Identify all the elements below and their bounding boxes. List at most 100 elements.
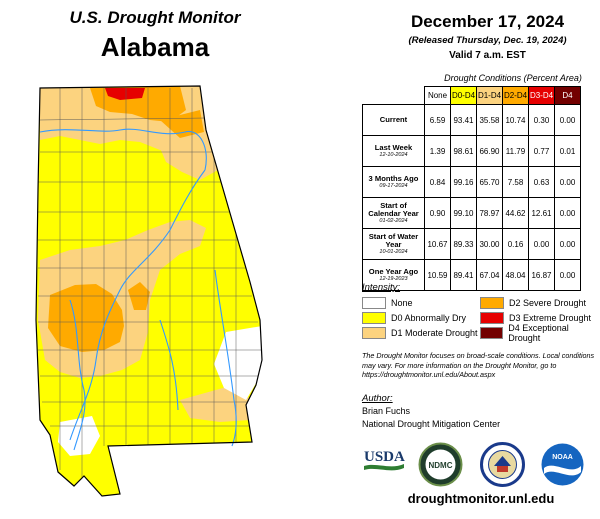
table-cell: 0.00 — [554, 228, 581, 260]
d2-north-strip — [160, 110, 204, 138]
drought-monitor-note: The Drought Monitor focuses on broad-sca… — [362, 351, 595, 379]
valid-time: Valid 7 a.m. EST — [449, 50, 526, 61]
rivers — [39, 128, 237, 451]
table-row: Last Week 12-10-2024 1.39 98.61 66.90 11.… — [362, 135, 581, 167]
legend-item-d1: D1 Moderate Drought — [362, 326, 478, 339]
table-cell: 99.10 — [450, 197, 477, 229]
legend-swatch — [480, 326, 504, 339]
row-sublabel: 10-01-2024 — [379, 248, 408, 255]
table-cell: 10.67 — [424, 228, 451, 260]
row-sublabel: 12-19-2023 — [379, 275, 408, 282]
row-label: Start of Water Year 10-01-2024 — [362, 228, 425, 260]
table-cell: 93.41 — [450, 104, 477, 136]
doc-seal — [480, 442, 525, 487]
county-boundaries — [38, 88, 262, 480]
ndmc-logo-text: NDMC — [429, 461, 453, 470]
table-cell: 99.16 — [450, 166, 477, 198]
table-row: Current 6.59 93.41 35.58 10.74 0.30 0.00 — [362, 104, 581, 136]
table-caption: Drought Conditions (Percent Area) — [444, 73, 582, 83]
author-heading: Author: — [362, 393, 393, 404]
col-header-d2-d4: D2-D4 — [502, 86, 529, 105]
legend-swatch — [362, 296, 386, 309]
table-cell: 66.90 — [476, 135, 503, 167]
table-cell: 10.74 — [502, 104, 529, 136]
legend-swatch — [362, 311, 386, 324]
row-sublabel: 09-17-2024 — [379, 182, 408, 189]
author-name: Brian Fuchs — [362, 406, 411, 416]
released-date: (Released Thursday, Dec. 19, 2024) — [408, 35, 567, 46]
table-cell: 0.00 — [554, 259, 581, 291]
d2-central-area — [48, 284, 124, 352]
state-outline — [35, 85, 263, 497]
map-product-title: U.S. Drought Monitor — [69, 8, 241, 27]
row-label: Current — [362, 104, 425, 136]
drought-conditions-table: None D0-D4 D1-D4 D2-D4 D3-D4 D4 Current … — [362, 86, 581, 291]
table-cell: 67.04 — [476, 259, 503, 291]
state-title: Alabama — [100, 32, 210, 62]
table-cell: 0.16 — [502, 228, 529, 260]
table-cell: 6.59 — [424, 104, 451, 136]
row-sublabel: 01-02-2024 — [379, 217, 408, 224]
row-label: Start of Calendar Year 01-02-2024 — [362, 197, 425, 229]
table-cell: 0.00 — [528, 228, 555, 260]
legend-item-d2: D2 Severe Drought — [480, 296, 586, 309]
table-cell: 0.00 — [554, 166, 581, 198]
map-date: December 17, 2024 — [410, 12, 565, 31]
table-cell: 0.30 — [528, 104, 555, 136]
row-label: Last Week 12-10-2024 — [362, 135, 425, 167]
table-cell: 48.04 — [502, 259, 529, 291]
table-cell: 35.58 — [476, 104, 503, 136]
legend-item-none: None — [362, 296, 413, 309]
d3-area — [105, 88, 145, 100]
table-cell: 11.79 — [502, 135, 529, 167]
col-header-d1-d4: D1-D4 — [476, 86, 503, 105]
table-cell: 0.01 — [554, 135, 581, 167]
table-cell: 0.90 — [424, 197, 451, 229]
col-header-d0-d4: D0-D4 — [450, 86, 477, 105]
legend-swatch — [480, 311, 504, 324]
legend-item-d4: D4 Exceptional Drought — [480, 323, 600, 343]
table-cell: 12.61 — [528, 197, 555, 229]
table-row: Start of Water Year 10-01-2024 10.67 89.3… — [362, 228, 581, 260]
legend-swatch — [362, 326, 386, 339]
table-cell: 78.97 — [476, 197, 503, 229]
col-header-d4: D4 — [554, 86, 581, 105]
website-url[interactable]: droughtmonitor.unl.edu — [407, 491, 555, 506]
author-org: National Drought Mitigation Center — [362, 419, 501, 429]
legend-swatch — [480, 296, 504, 309]
col-header-none: None — [424, 86, 451, 105]
d1-southeast-area — [180, 386, 252, 422]
legend-item-d0: D0 Abnormally Dry — [362, 311, 466, 324]
table-cell: 10.59 — [424, 259, 451, 291]
table-cell: 0.00 — [554, 104, 581, 136]
table-row: Start of Calendar Year 01-02-2024 0.90 99… — [362, 197, 581, 229]
usda-logo: USDA — [364, 449, 405, 471]
table-cell: 0.77 — [528, 135, 555, 167]
table-corner — [362, 86, 425, 105]
table-cell: 16.87 — [528, 259, 555, 291]
ndmc-logo: NDMC — [418, 442, 463, 487]
table-header-row: None D0-D4 D1-D4 D2-D4 D3-D4 D4 — [362, 86, 581, 105]
row-label: 3 Months Ago 09-17-2024 — [362, 166, 425, 198]
table-cell: 1.39 — [424, 135, 451, 167]
table-cell: 89.33 — [450, 228, 477, 260]
table-cell: 89.41 — [450, 259, 477, 291]
usda-logo-text: USDA — [364, 449, 405, 465]
table-cell: 65.70 — [476, 166, 503, 198]
row-sublabel: 12-10-2024 — [379, 151, 408, 158]
table-cell: 30.00 — [476, 228, 503, 260]
table-cell: 44.62 — [502, 197, 529, 229]
noaa-logo: NOAA — [541, 443, 584, 486]
alabama-drought-map — [35, 85, 263, 497]
legend-title: Intensity: — [362, 282, 401, 293]
table-cell: 0.63 — [528, 166, 555, 198]
table-cell: 7.58 — [502, 166, 529, 198]
legend-item-d3: D3 Extreme Drought — [480, 311, 591, 324]
noaa-logo-text: NOAA — [552, 454, 573, 461]
table-row: One Year Ago 12-19-2023 10.59 89.41 67.04… — [362, 259, 581, 291]
col-header-d3-d4: D3-D4 — [528, 86, 555, 105]
table-row: 3 Months Ago 09-17-2024 0.84 99.16 65.70 … — [362, 166, 581, 198]
table-cell: 0.84 — [424, 166, 451, 198]
table-cell: 0.00 — [554, 197, 581, 229]
table-cell: 98.61 — [450, 135, 477, 167]
